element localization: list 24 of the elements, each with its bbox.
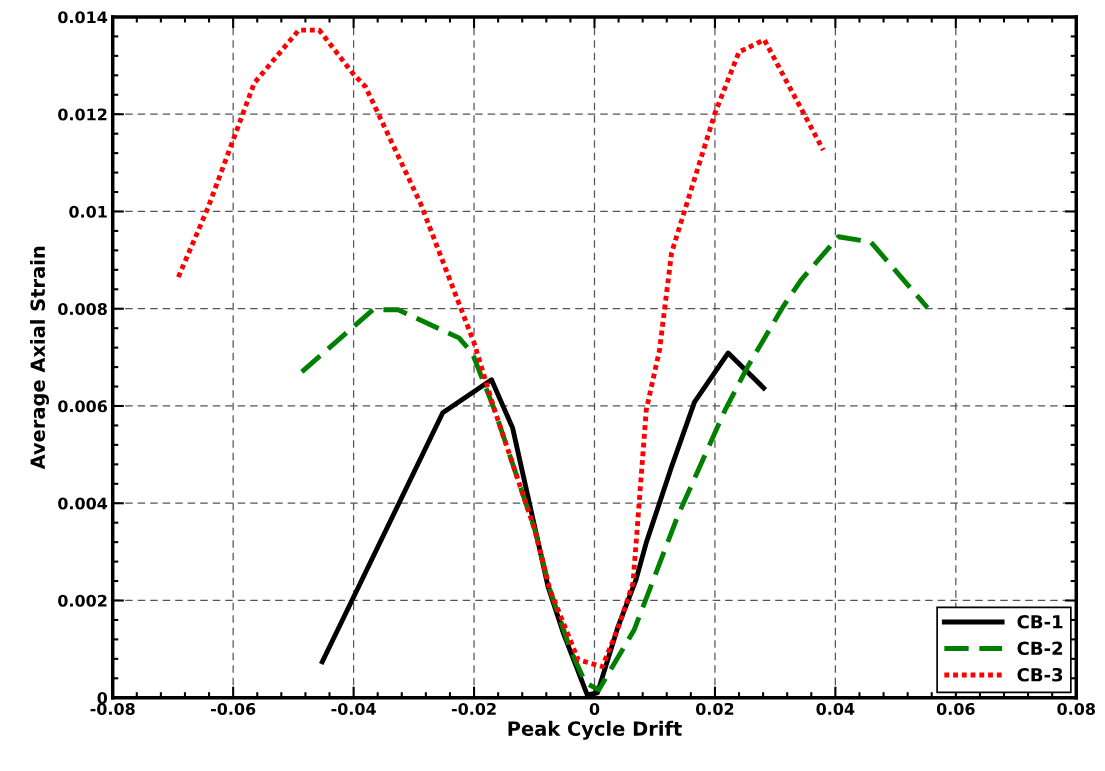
x-tick-label: -0.08	[90, 702, 135, 715]
x-axis-title: Peak Cycle Drift	[508, 720, 682, 740]
x-tick-label: 0.04	[816, 702, 855, 715]
y-tick-label: 0.002	[58, 594, 107, 607]
x-tick-label: -0.04	[331, 702, 376, 715]
x-tick-label: 0	[589, 702, 600, 715]
y-tick-label: 0.012	[58, 108, 107, 121]
y-tick-label: 0.014	[58, 11, 108, 24]
y-tick-label: 0.01	[69, 205, 107, 218]
y-tick-label: 0.006	[58, 400, 107, 413]
x-tick-label: 0.06	[936, 702, 975, 715]
x-tick-label: 0.02	[696, 702, 734, 715]
x-tick-label: -0.02	[451, 702, 496, 715]
line-series	[299, 234, 930, 693]
y-axis-title: Average Axial Strain	[30, 246, 49, 470]
legend-label: CB-1	[1017, 614, 1063, 629]
legend-label: CB-2	[1017, 641, 1063, 656]
x-tick-label: -0.06	[211, 702, 256, 715]
legend-label: CB-3	[1017, 667, 1063, 682]
line-series	[175, 27, 826, 670]
y-tick-label: 0.008	[58, 302, 107, 316]
x-tick-label: 0.08	[1057, 702, 1095, 715]
y-tick-label: 0.004	[58, 497, 108, 510]
y-tick-label: 0	[97, 691, 108, 705]
